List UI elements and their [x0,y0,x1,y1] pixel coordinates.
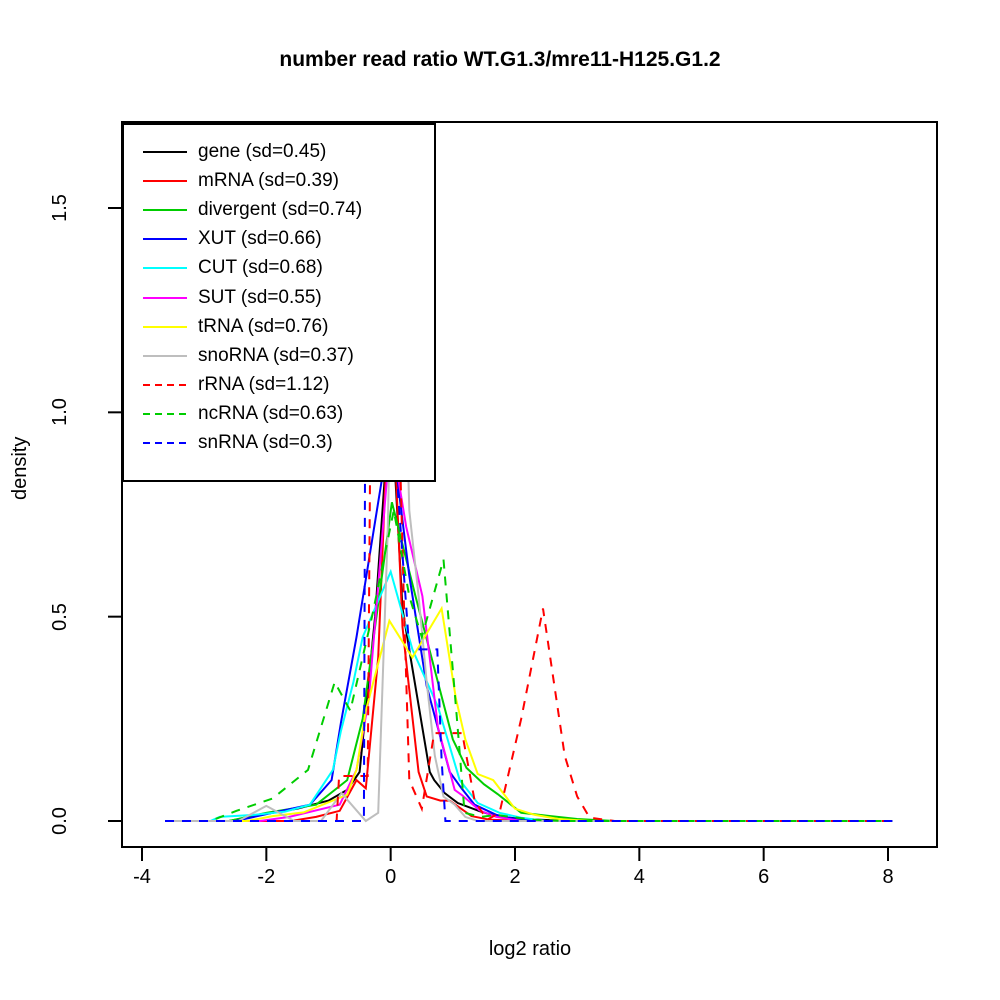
legend-line-sample-icon [143,179,187,182]
density-curve-mRNA [165,350,893,822]
density-curve-SUT [165,432,893,822]
legend-line-sample-icon [143,267,187,270]
y-tick-label: 0.0 [49,807,71,835]
legend-label: divergent (sd=0.74) [198,198,363,220]
legend-label: rRNA (sd=1.12) [198,374,330,396]
legend-label: ncRNA (sd=0.63) [198,403,344,425]
legend-label: gene (sd=0.45) [198,140,327,162]
legend-line-sample-icon [143,354,187,357]
legend-line-sample-icon [143,150,187,153]
legend-line-sample-icon [143,442,187,445]
legend-label: XUT (sd=0.66) [198,228,322,250]
density-curve-tRNA [165,605,893,822]
legend-entry-XUT: XUT (sd=0.66) [143,225,434,254]
legend-line-sample-icon [143,413,187,416]
legend-entry-SUT: SUT (sd=0.55) [143,283,434,312]
density-curve-divergent [165,501,893,822]
legend-entry-rRNA: rRNA (sd=1.12) [143,371,434,400]
legend-entry-mRNA: mRNA (sd=0.39) [143,166,434,195]
legend-label: mRNA (sd=0.39) [198,169,339,191]
x-tick-label: 4 [633,866,645,888]
legend-entry-CUT: CUT (sd=0.68) [143,254,434,283]
chart-title: number read ratio WT.G1.3/mre11-H125.G1.… [279,48,721,71]
legend-label: tRNA (sd=0.76) [198,315,329,337]
legend-entry-gene: gene (sd=0.45) [143,137,434,166]
legend-entry-tRNA: tRNA (sd=0.76) [143,312,434,341]
y-axis-label: density [9,436,31,500]
x-tick-label: 2 [509,866,521,888]
legend-line-sample-icon [143,208,187,211]
x-axis-label: log2 ratio [488,938,572,960]
density-curve-snRNA [165,227,893,822]
x-tick-label: -4 [133,866,151,888]
legend: gene (sd=0.45) mRNA (sd=0.39) divergent (s… [122,123,436,482]
legend-line-sample-icon [143,384,187,387]
x-tick-label: 6 [758,866,770,888]
legend-label: SUT (sd=0.55) [198,286,322,308]
density-curve-XUT [165,424,893,822]
legend-entry-snoRNA: snoRNA (sd=0.37) [143,341,434,370]
legend-entry-snRNA: snRNA (sd=0.3) [143,429,434,458]
y-tick-label: 1.0 [49,398,71,427]
plot-box [121,121,938,848]
legend-line-sample-icon [143,325,187,328]
legend-entry-divergent: divergent (sd=0.74) [143,195,434,224]
legend-line-sample-icon [143,296,187,299]
legend-label: snRNA (sd=0.3) [198,432,333,454]
density-curve-CUT [165,568,893,822]
legend-label: snoRNA (sd=0.37) [198,344,354,366]
x-tick-label: 0 [385,866,397,888]
y-tick-label: 0.5 [49,602,71,631]
x-tick-label: -2 [257,866,276,888]
legend-entry-ncRNA: ncRNA (sd=0.63) [143,400,434,429]
density-curve-rRNA [165,266,893,822]
density-curve-ncRNA [165,510,893,822]
x-tick-label: 8 [882,866,894,888]
legend-label: CUT (sd=0.68) [198,257,323,279]
legend-line-sample-icon [143,238,187,241]
y-tick-label: 1.5 [49,194,71,222]
